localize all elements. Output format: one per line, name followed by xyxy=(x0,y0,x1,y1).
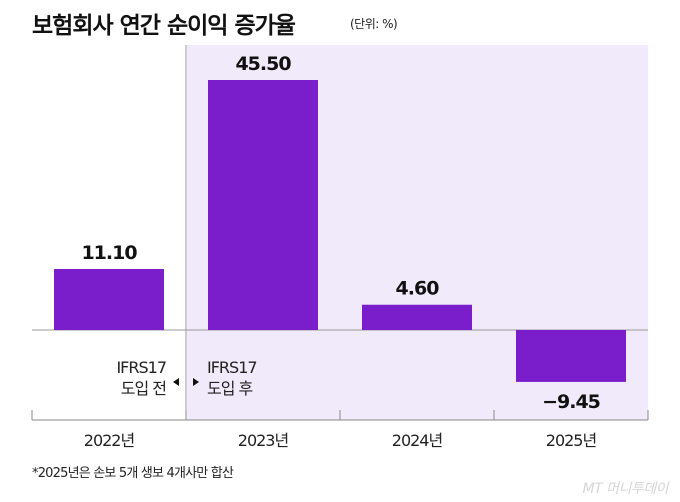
annotation-before-line2: 도입 전 xyxy=(121,379,167,398)
data-label: 4.60 xyxy=(396,278,440,300)
bar-2025년 xyxy=(516,330,626,382)
data-label: 45.50 xyxy=(235,53,291,75)
annotation-after-line2: 도입 후 xyxy=(207,379,253,398)
unit-label: (단위: %) xyxy=(350,17,398,31)
annotation-after-line1: IFRS17 xyxy=(207,358,257,377)
data-label: −9.45 xyxy=(542,391,600,413)
bar-2022년 xyxy=(54,269,164,330)
annotation-before-line1: IFRS17 xyxy=(116,358,166,377)
footnote: *2025년은 손보 5개 생보 4개사만 합산 xyxy=(32,466,234,481)
x-tick-label: 2022년 xyxy=(84,431,135,450)
arrow-left-icon xyxy=(173,378,179,386)
x-tick-label: 2025년 xyxy=(546,431,597,450)
bar-2023년 xyxy=(208,80,318,330)
x-tick-label: 2023년 xyxy=(238,431,289,450)
bar-2024년 xyxy=(362,304,472,330)
data-label: 11.10 xyxy=(81,242,137,264)
watermark-logo: MT 머니투데이 xyxy=(582,481,669,497)
x-tick-label: 2024년 xyxy=(392,431,443,450)
chart-title: 보험회사 연간 순이익 증가율 xyxy=(32,13,296,39)
arrow-right-icon xyxy=(193,378,199,386)
